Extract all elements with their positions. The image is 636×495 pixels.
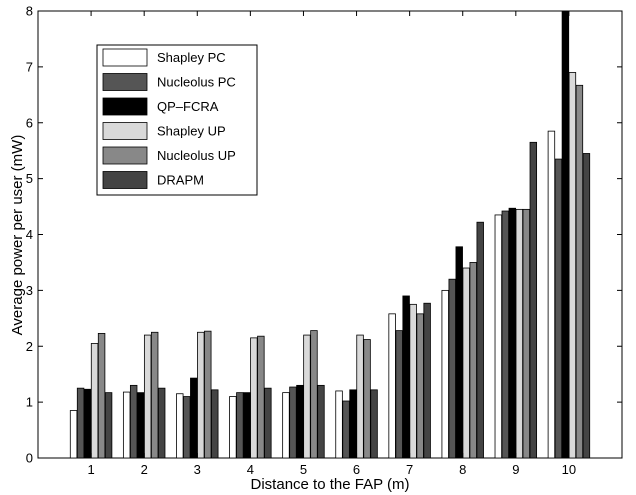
x-tick-label: 3 — [194, 462, 201, 477]
y-tick-label: 6 — [26, 115, 33, 130]
bar-series-5-cat-4 — [257, 335, 265, 459]
bar-series-5-cat-3 — [204, 330, 212, 459]
x-tick-label: 6 — [353, 462, 360, 477]
bar-series-1-cat-7 — [388, 313, 396, 459]
bar-series-2-cat-6 — [342, 400, 350, 459]
bar-series-2-cat-8 — [448, 278, 456, 459]
bar-series-1-cat-3 — [176, 393, 184, 459]
bar-series-5-cat-2 — [150, 331, 159, 459]
bar-series-4-cat-4 — [250, 337, 258, 459]
legend-swatch — [102, 146, 148, 165]
bar-series-5-cat-9 — [522, 208, 531, 459]
legend-label: DRAPM — [157, 173, 204, 188]
bar-series-3-cat-7 — [402, 295, 410, 459]
bar-series-6-cat-5 — [317, 384, 325, 459]
bar-series-6-cat-6 — [370, 389, 378, 459]
bar-series-1-cat-9 — [494, 214, 503, 459]
x-tick-label: 2 — [141, 462, 148, 477]
legend-label: Nucleolus PC — [157, 75, 236, 90]
legend-label: Shapley PC — [157, 50, 226, 65]
bar-series-5-cat-8 — [469, 262, 477, 459]
bar-series-5-cat-1 — [97, 332, 106, 459]
bar-series-2-cat-2 — [129, 384, 138, 459]
bar-series-1-cat-10 — [547, 130, 556, 459]
bar-series-1-cat-1 — [69, 410, 78, 459]
y-tick-label: 4 — [26, 227, 33, 242]
legend-swatch — [102, 97, 148, 116]
bar-series-5-cat-6 — [363, 339, 371, 459]
bar-series-5-cat-10 — [575, 84, 584, 459]
bar-series-4-cat-6 — [356, 334, 364, 459]
bar-series-5-cat-5 — [310, 330, 318, 459]
bar-series-4-cat-3 — [197, 331, 205, 459]
bar-series-3-cat-9 — [508, 207, 517, 459]
bar-series-1-cat-2 — [122, 391, 131, 459]
legend-swatch — [102, 73, 148, 91]
y-axis-title: Average power per user (mW) — [9, 135, 26, 336]
bar-series-4-cat-1 — [90, 343, 99, 459]
bar-series-6-cat-10 — [582, 153, 591, 459]
bar-series-1-cat-6 — [335, 390, 343, 459]
bar-series-6-cat-8 — [476, 221, 484, 459]
legend-swatch — [102, 122, 148, 140]
x-tick-label: 1 — [87, 462, 94, 477]
x-tick-label: 9 — [512, 462, 519, 477]
x-tick-label: 7 — [406, 462, 413, 477]
y-tick-label: 7 — [26, 59, 33, 74]
bar-series-6-cat-9 — [529, 141, 538, 459]
bar-series-6-cat-3 — [211, 389, 219, 459]
legend-label: Shapley UP — [157, 124, 226, 139]
bar-series-2-cat-5 — [289, 386, 297, 459]
bar-series-2-cat-10 — [554, 158, 563, 459]
bar-series-6-cat-4 — [264, 387, 272, 459]
bar-series-4-cat-10 — [568, 72, 577, 459]
legend-label: QP–FCRA — [157, 99, 219, 114]
bar-group — [69, 10, 591, 459]
x-tick-label: 4 — [247, 462, 254, 477]
bar-series-6-cat-7 — [423, 302, 431, 459]
bar-series-3-cat-10 — [561, 10, 570, 459]
bar-series-3-cat-2 — [136, 392, 145, 459]
legend-swatch — [102, 48, 148, 67]
x-tick-label: 5 — [300, 462, 307, 477]
bar-series-6-cat-2 — [157, 387, 166, 459]
bar-series-3-cat-3 — [190, 377, 198, 459]
y-tick-label: 8 — [26, 4, 33, 19]
legend: Shapley PC Nucleolus PC QP–FCRA Shapley UP N… — [96, 44, 258, 196]
bar-series-2-cat-3 — [183, 396, 191, 459]
y-tick-label: 5 — [26, 171, 33, 186]
bar-series-2-cat-7 — [395, 330, 403, 459]
legend-label: Nucleolus UP — [157, 148, 236, 163]
bar-series-1-cat-4 — [229, 396, 237, 459]
bar-series-4-cat-9 — [515, 208, 524, 459]
bar-series-4-cat-5 — [303, 334, 311, 459]
bar-series-3-cat-6 — [349, 389, 357, 459]
x-tick-label: 8 — [459, 462, 466, 477]
bar-series-5-cat-7 — [416, 313, 424, 459]
bar-series-2-cat-4 — [236, 392, 244, 459]
y-tick-label: 0 — [26, 451, 33, 466]
bar-series-4-cat-2 — [143, 334, 152, 459]
y-tick-label: 2 — [26, 339, 33, 354]
bar-series-3-cat-8 — [455, 246, 463, 459]
bar-series-1-cat-8 — [441, 289, 449, 459]
y-tick-label: 3 — [26, 283, 33, 298]
legend-swatch — [102, 171, 148, 189]
y-tick-label: 1 — [26, 395, 33, 410]
bar-series-2-cat-9 — [501, 210, 510, 459]
x-tick-label: 10 — [562, 462, 576, 477]
bar-series-3-cat-4 — [243, 392, 251, 459]
legend-box — [96, 44, 258, 196]
bar-series-2-cat-1 — [76, 387, 85, 459]
axes-group: 0 1 2 3 4 5 6 7 8 1 2 3 4 5 6 7 8 9 10 — [26, 4, 622, 477]
bar-series-1-cat-5 — [282, 392, 290, 459]
bar-series-4-cat-8 — [462, 267, 470, 459]
x-axis-title: Distance to the FAP (m) — [251, 476, 410, 493]
bar-series-4-cat-7 — [409, 303, 417, 459]
bar-series-3-cat-1 — [83, 388, 92, 459]
bar-series-6-cat-1 — [104, 392, 113, 459]
bar-series-3-cat-5 — [296, 384, 304, 459]
